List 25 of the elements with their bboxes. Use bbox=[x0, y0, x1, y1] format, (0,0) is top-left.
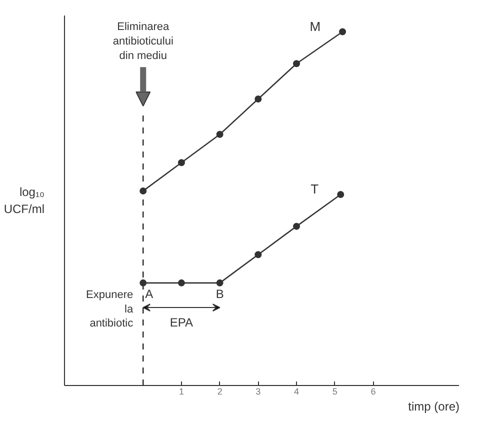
x-tick-label: 2 bbox=[217, 386, 222, 396]
point bbox=[339, 28, 346, 36]
ref-line-label: Eliminarea antibioticului din mediu bbox=[112, 21, 174, 62]
annotation: Expunere la antibiotic bbox=[86, 288, 134, 330]
point bbox=[178, 159, 185, 166]
x-tick-label: 1 bbox=[178, 386, 184, 396]
point bbox=[178, 279, 185, 286]
annotation: EPA bbox=[170, 316, 194, 330]
series-label: T bbox=[310, 181, 319, 196]
x-tick-label: 3 bbox=[256, 386, 261, 396]
point bbox=[216, 130, 224, 138]
point bbox=[254, 95, 262, 102]
point bbox=[216, 279, 224, 286]
point bbox=[254, 251, 262, 258]
annotation: A bbox=[145, 286, 154, 301]
x-tick-label: 5 bbox=[332, 386, 338, 396]
y-axis-title: log₁₀ UCF/ml bbox=[4, 185, 45, 216]
series-label: M bbox=[310, 18, 321, 34]
x-tick-label: 6 bbox=[370, 386, 376, 396]
annotation: B bbox=[216, 286, 224, 301]
point bbox=[337, 190, 344, 198]
point bbox=[293, 60, 300, 68]
x-axis-title: timp (ore) bbox=[408, 400, 460, 414]
point bbox=[293, 222, 300, 230]
x-tick-label: 4 bbox=[294, 386, 300, 396]
